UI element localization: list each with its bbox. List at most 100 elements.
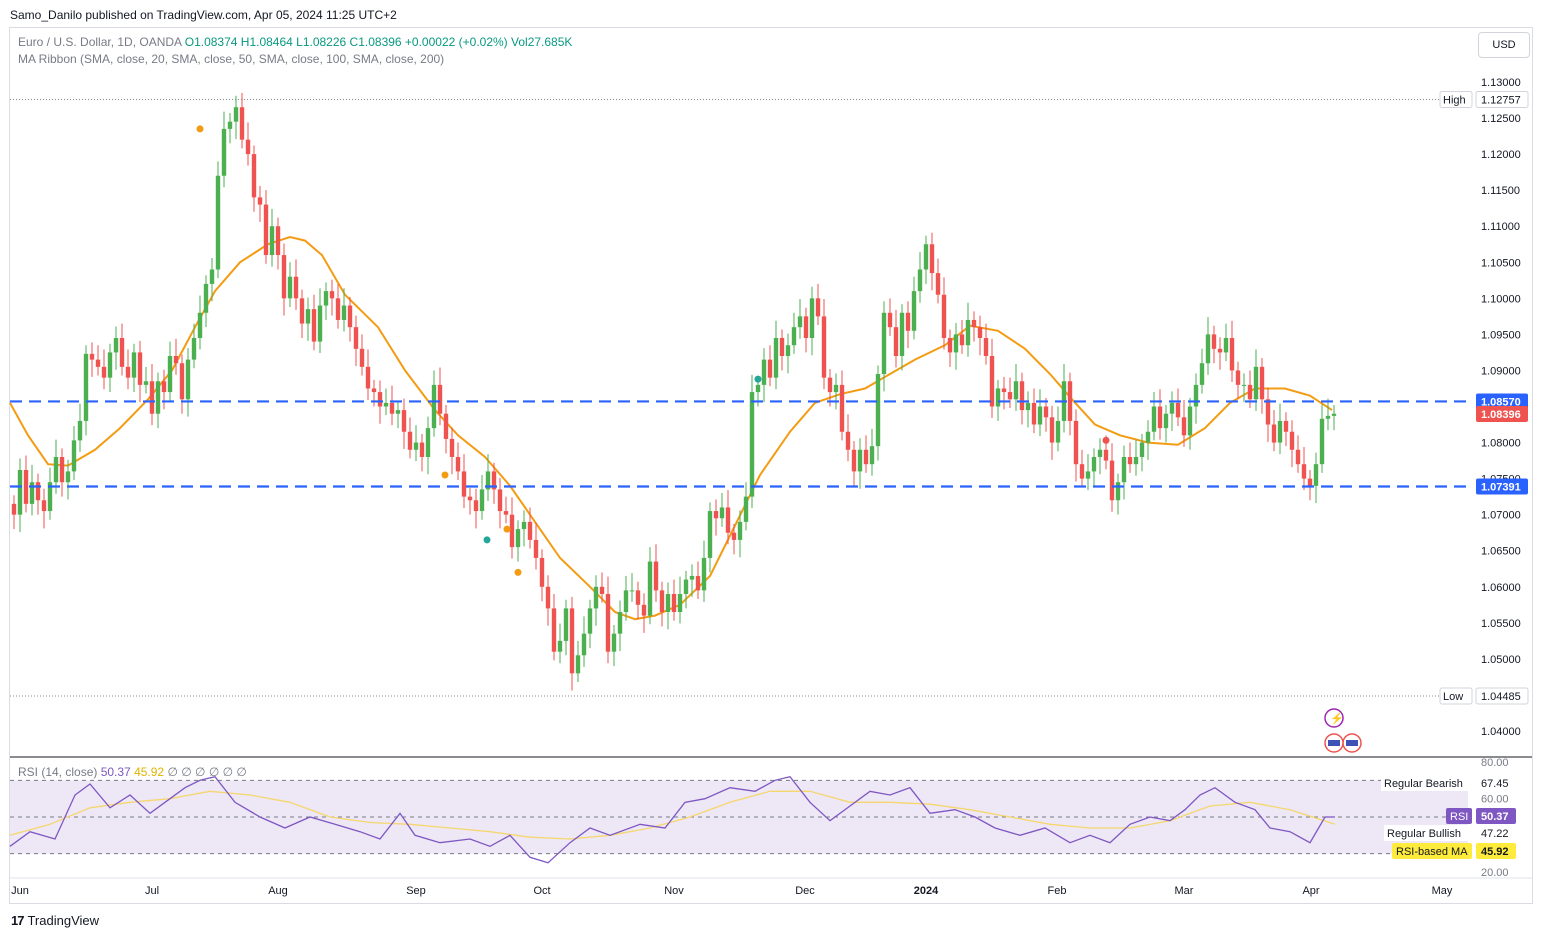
- candle-body: [911, 291, 917, 331]
- candle-body: [1121, 456, 1127, 483]
- candle-body: [1247, 384, 1253, 400]
- last-price-label: 1.08396: [1481, 409, 1521, 421]
- candle-body: [611, 633, 617, 652]
- candle-body: [959, 334, 965, 346]
- candle-body: [221, 128, 227, 176]
- candle-body: [947, 337, 953, 353]
- candle-body: [1211, 334, 1217, 349]
- candle-body: [575, 655, 581, 674]
- candle-body: [755, 384, 761, 393]
- candle-body: [161, 381, 167, 393]
- candle-body: [953, 334, 959, 353]
- x-axis-label: Dec: [795, 885, 815, 897]
- candle-body: [587, 608, 593, 634]
- candle-body: [1103, 449, 1109, 461]
- candle-body: [1073, 420, 1079, 465]
- candle-body: [503, 511, 509, 515]
- candle-body: [707, 511, 713, 558]
- candle-body: [623, 590, 629, 613]
- rsi-bearish-value: 67.45: [1481, 778, 1509, 790]
- candle-body: [1109, 460, 1115, 501]
- candle-body: [35, 482, 41, 501]
- level-label: 1.08570: [1481, 396, 1521, 408]
- candle-body: [1037, 406, 1043, 425]
- candle-body: [1127, 456, 1133, 465]
- candle-body: [509, 514, 515, 548]
- candle-body: [533, 539, 539, 558]
- level-label: 1.07391: [1481, 481, 1521, 493]
- candle-body: [809, 298, 815, 338]
- candle-body: [827, 377, 833, 393]
- candle-body: [1307, 478, 1313, 486]
- candle-body: [323, 291, 329, 306]
- candle-body: [65, 471, 71, 483]
- candle-body: [983, 337, 989, 357]
- candle-body: [257, 197, 263, 205]
- candle-body: [227, 121, 233, 129]
- candle-body: [1295, 449, 1301, 465]
- candle-body: [1217, 348, 1223, 353]
- candle-body: [1031, 402, 1037, 425]
- candle-body: [971, 319, 977, 328]
- rsi-legend[interactable]: RSI (14, close) 50.37 45.92 ∅ ∅ ∅ ∅ ∅ ∅: [18, 765, 247, 779]
- candle-body: [179, 363, 185, 400]
- candle-body: [365, 366, 371, 389]
- lightning-glyph: ⚡: [1330, 712, 1344, 725]
- high-value-box: [1475, 91, 1529, 109]
- candle-body: [737, 521, 743, 540]
- candle-body: [839, 384, 845, 432]
- level-label-box: [1476, 393, 1528, 410]
- candle-body: [491, 471, 497, 490]
- rsi-axis-label: 80.00: [1481, 757, 1509, 769]
- candle-body: [1271, 424, 1277, 443]
- candle-body: [1319, 418, 1325, 465]
- signal-marker: [514, 568, 522, 576]
- y-axis-label: 1.08000: [1481, 438, 1521, 450]
- candle-body: [263, 204, 269, 256]
- signal-marker: [196, 125, 204, 133]
- candle-body: [485, 471, 491, 490]
- candle-body: [23, 469, 29, 504]
- y-axis-label: 1.09000: [1481, 365, 1521, 377]
- candle-body: [1067, 381, 1073, 421]
- tradingview-brand[interactable]: 17 TradingView: [11, 913, 99, 928]
- rsi-bearish-label-box: [1381, 775, 1471, 791]
- candle-body: [929, 244, 935, 274]
- currency-button[interactable]: USD: [1478, 32, 1530, 58]
- candle-body: [593, 586, 599, 609]
- rsi-value-box: [1476, 808, 1516, 824]
- candle-body: [1313, 464, 1319, 486]
- x-axis-label: Apr: [1302, 885, 1319, 897]
- candle-body: [239, 107, 245, 140]
- x-axis-label: Sep: [406, 885, 426, 897]
- rsi-legend-ma: 45.92: [134, 765, 165, 779]
- candle-body: [1007, 392, 1013, 400]
- y-axis-label: 1.11500: [1481, 185, 1520, 197]
- candle-body: [599, 586, 605, 594]
- ma-ribbon-legend[interactable]: MA Ribbon (SMA, close, 20, SMA, close, 5…: [18, 52, 445, 66]
- candle-body: [401, 410, 407, 432]
- candle-body: [617, 612, 623, 634]
- ma-20-line: [9, 235, 1333, 621]
- rsi-tag-box: [1446, 808, 1472, 824]
- symbol-legend[interactable]: Euro / U.S. Dollar, 1D, OANDA O1.08374 H…: [18, 35, 572, 49]
- candle-body: [269, 226, 275, 256]
- candle-body: [551, 608, 557, 652]
- candle-body: [1043, 406, 1049, 418]
- rsi-legend-name: RSI (14, close): [18, 765, 98, 779]
- candle-body: [1055, 420, 1061, 443]
- candle-body: [1025, 402, 1031, 411]
- candle-body: [893, 327, 899, 357]
- candle-body: [449, 438, 455, 457]
- candle-body: [1301, 464, 1307, 479]
- candle-body: [89, 353, 95, 360]
- y-axis-label: 1.07000: [1481, 510, 1521, 522]
- x-axis-label: Jun: [11, 885, 29, 897]
- candle-body: [17, 469, 23, 515]
- y-axis-label: 1.09500: [1481, 329, 1521, 341]
- rsi-ma-value: 45.92: [1481, 846, 1509, 858]
- candle-body: [479, 489, 485, 512]
- candle-body: [41, 500, 47, 512]
- candle-body: [47, 482, 53, 512]
